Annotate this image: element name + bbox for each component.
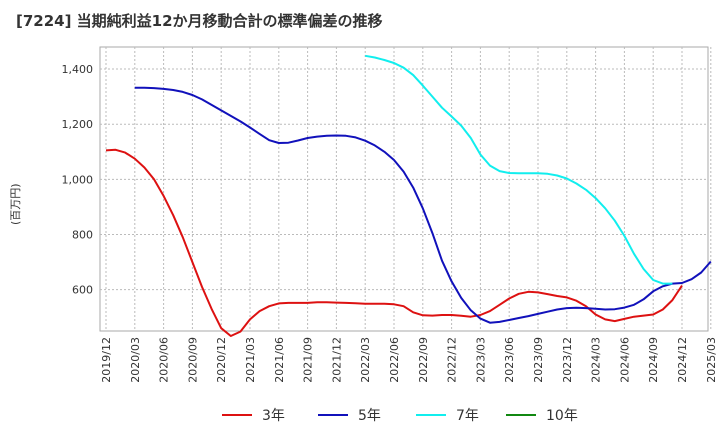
series-line-7年 [365, 54, 673, 285]
series-lines [105, 54, 712, 337]
x-tick-label: 2022/09 [417, 337, 430, 383]
x-tick-label: 2021/09 [302, 337, 315, 383]
x-tick-label: 2022/06 [388, 337, 401, 383]
x-tick-label: 2021/06 [273, 337, 286, 383]
chart-title: [7224] 当期純利益12か月移動合計の標準偏差の推移 [16, 12, 383, 30]
x-tick-label: 2020/12 [215, 337, 228, 383]
y-tick-label: 600 [72, 284, 93, 297]
x-tick-label: 2020/09 [186, 337, 199, 383]
x-tick-label: 2022/03 [359, 337, 372, 383]
x-tick-label: 2024/09 [647, 337, 660, 383]
x-tick-label: 2023/12 [561, 337, 574, 383]
x-tick-label: 2024/03 [590, 337, 603, 383]
x-tick-label: 2021/03 [244, 337, 257, 383]
legend-label-3年: 3年 [262, 408, 285, 424]
x-tick-label: 2023/09 [532, 337, 545, 383]
x-tick-label: 2023/03 [474, 337, 487, 383]
x-tick-label: 2022/12 [446, 337, 459, 383]
series-line-5年 [134, 86, 712, 324]
series-line-3年 [105, 148, 683, 337]
y-tick-label: 800 [72, 228, 93, 241]
x-tick-label: 2024/06 [618, 337, 631, 383]
x-axis-ticks: 2019/12 2020/03 2020/06 2020/09 2020/12 2021/… [100, 337, 718, 383]
y-tick-label: 1,000 [62, 173, 94, 186]
x-tick-label: 2020/03 [129, 337, 142, 383]
x-tick-label: 2024/12 [676, 337, 689, 383]
x-tick-label: 2025/03 [705, 337, 718, 383]
grid-lines [100, 47, 712, 331]
y-tick-label: 1,400 [62, 63, 94, 76]
plot-area [99, 46, 709, 332]
y-axis-ticks: 600 800 1,000 1,200 1,400 [62, 63, 94, 297]
legend-label-10年: 10年 [546, 408, 578, 424]
x-tick-label: 2019/12 [100, 337, 113, 383]
legend-label-5年: 5年 [358, 408, 381, 424]
x-tick-label: 2023/06 [503, 337, 516, 383]
y-tick-label: 1,200 [62, 118, 94, 131]
legend-label-7年: 7年 [456, 408, 479, 424]
x-tick-label: 2020/06 [158, 337, 171, 383]
x-tick-label: 2021/12 [330, 337, 343, 383]
legend: 3年 5年 7年 10年 [222, 408, 578, 424]
